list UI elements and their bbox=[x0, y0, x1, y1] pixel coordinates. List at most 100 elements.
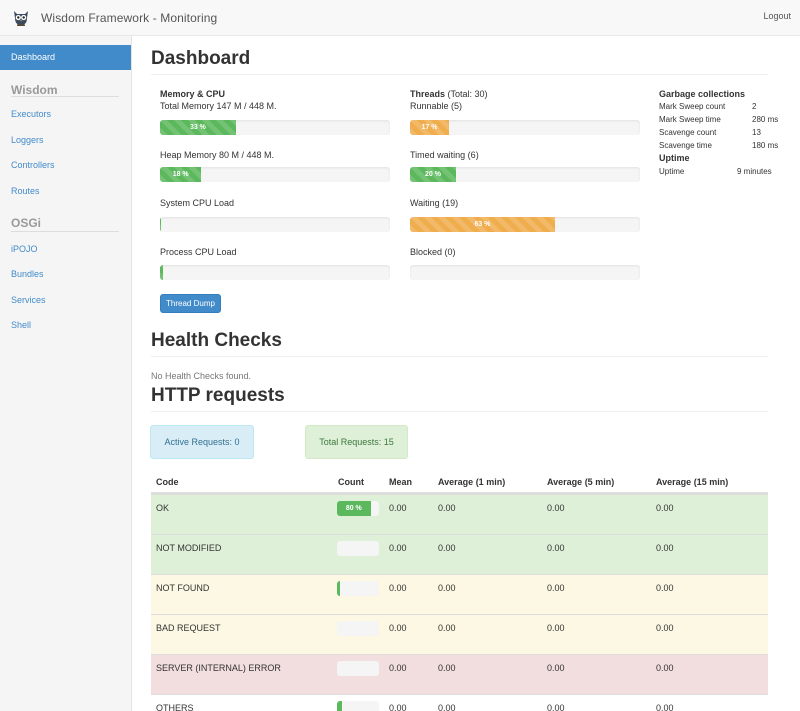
total-memory-bar: 33 % bbox=[160, 120, 236, 135]
row-avg5: 0.00 bbox=[547, 663, 565, 673]
col-avg-15min: Average (15 min) bbox=[656, 477, 729, 487]
total-memory-label: Total Memory 147 M / 448 M. bbox=[160, 101, 277, 111]
waiting-bar: 63 % bbox=[410, 217, 555, 232]
row-avg15: 0.00 bbox=[656, 543, 674, 553]
row-avg1: 0.00 bbox=[438, 663, 456, 673]
gc-value: 2 bbox=[752, 102, 757, 111]
row-avg5: 0.00 bbox=[547, 583, 565, 593]
row-count-progress bbox=[337, 581, 379, 596]
sidebar-item-services[interactable]: Services bbox=[11, 295, 46, 305]
threads-header: Threads (Total: 30) bbox=[410, 89, 488, 99]
heap-memory-bar: 18 % bbox=[160, 167, 202, 182]
process-cpu-label: Process CPU Load bbox=[160, 247, 237, 257]
health-checks-title: Health Checks bbox=[151, 330, 282, 351]
sidebar-item-executors[interactable]: Executors bbox=[11, 109, 52, 119]
col-count: Count bbox=[338, 477, 364, 487]
process-cpu-bar bbox=[160, 265, 164, 280]
row-avg15: 0.00 bbox=[656, 703, 674, 711]
sidebar-item-dashboard[interactable]: Dashboard bbox=[0, 45, 131, 70]
row-avg1: 0.00 bbox=[438, 503, 456, 513]
row-mean: 0.00 bbox=[389, 503, 407, 513]
runnable-bar: 17 % bbox=[410, 120, 450, 135]
sidebar-item-ipojo[interactable]: iPOJO bbox=[11, 244, 38, 254]
row-avg1: 0.00 bbox=[438, 703, 456, 711]
row-avg5: 0.00 bbox=[547, 703, 565, 711]
row-code: OK bbox=[156, 503, 170, 513]
threads-total: (Total: 30) bbox=[447, 89, 488, 99]
gc-key: Mark Sweep time bbox=[659, 115, 721, 124]
gc-key: Mark Sweep count bbox=[659, 102, 726, 111]
row-mean: 0.00 bbox=[389, 703, 407, 711]
sidebar-item-bundles[interactable]: Bundles bbox=[11, 269, 44, 279]
top-navbar: Wisdom Framework - Monitoring Logout bbox=[0, 0, 800, 36]
table-row: OTHERS 0.00 0.00 0.00 0.00 bbox=[151, 694, 768, 711]
sidebar-item-controllers[interactable]: Controllers bbox=[11, 160, 55, 170]
row-count-progress bbox=[337, 701, 379, 711]
table-row: BAD REQUEST 0.00 0.00 0.00 0.00 bbox=[151, 614, 768, 654]
waiting-label: Waiting (19) bbox=[410, 198, 459, 208]
row-avg5: 0.00 bbox=[547, 623, 565, 633]
gc-key: Scavenge count bbox=[659, 128, 717, 137]
row-code: NOT FOUND bbox=[156, 583, 210, 593]
sidebar-item-shell[interactable]: Shell bbox=[11, 320, 32, 330]
uptime-header: Uptime bbox=[659, 153, 690, 163]
row-count-bar bbox=[337, 701, 343, 711]
blocked-progress bbox=[410, 265, 640, 280]
health-divider bbox=[151, 356, 768, 357]
timed-waiting-bar: 20 % bbox=[410, 167, 456, 182]
health-empty-text: No Health Checks found. bbox=[151, 371, 252, 381]
sidebar-item-routes[interactable]: Routes bbox=[11, 186, 40, 196]
heap-memory-label: Heap Memory 80 M / 448 M. bbox=[160, 150, 275, 160]
sidebar-divider bbox=[11, 231, 119, 232]
total-requests-alert: Total Requests: 15 bbox=[305, 425, 408, 459]
table-row: NOT FOUND 0.00 0.00 0.00 0.00 bbox=[151, 574, 768, 614]
sidebar-section-wisdom: Wisdom bbox=[11, 83, 58, 97]
col-code: Code bbox=[156, 477, 179, 487]
owl-logo-icon bbox=[11, 9, 31, 27]
row-avg15: 0.00 bbox=[656, 583, 674, 593]
row-avg1: 0.00 bbox=[438, 583, 456, 593]
uptime-value: 9 minutes bbox=[737, 167, 772, 176]
gc-key: Scavenge time bbox=[659, 141, 712, 150]
brand[interactable]: Wisdom Framework - Monitoring bbox=[11, 9, 217, 27]
sidebar-section-osgi: OSGi bbox=[11, 216, 42, 230]
row-mean: 0.00 bbox=[389, 543, 407, 553]
logout-link[interactable]: Logout bbox=[763, 11, 791, 21]
system-cpu-progress bbox=[160, 217, 390, 232]
uptime-row: Uptime 9 minutes bbox=[659, 167, 799, 180]
row-avg1: 0.00 bbox=[438, 623, 456, 633]
row-avg1: 0.00 bbox=[438, 543, 456, 553]
memory-cpu-header: Memory & CPU bbox=[160, 89, 226, 99]
total-memory-progress: 33 % bbox=[160, 120, 390, 135]
sidebar-item-loggers[interactable]: Loggers bbox=[11, 135, 44, 145]
blocked-label: Blocked (0) bbox=[410, 247, 456, 257]
gc-header: Garbage collections bbox=[659, 89, 746, 99]
sidebar: Dashboard Wisdom Executors Loggers Contr… bbox=[0, 36, 132, 711]
http-table-header: Code Count Mean Average (1 min) Average … bbox=[151, 471, 768, 494]
waiting-progress: 63 % bbox=[410, 217, 640, 232]
row-avg15: 0.00 bbox=[656, 663, 674, 673]
gc-value: 13 bbox=[752, 128, 761, 137]
row-mean: 0.00 bbox=[389, 583, 407, 593]
row-mean: 0.00 bbox=[389, 663, 407, 673]
uptime-key: Uptime bbox=[659, 167, 685, 176]
row-mean: 0.00 bbox=[389, 623, 407, 633]
row-count-bar: 80 % bbox=[337, 501, 371, 516]
row-count-bar bbox=[337, 581, 340, 596]
row-avg5: 0.00 bbox=[547, 503, 565, 513]
row-code: BAD REQUEST bbox=[156, 623, 221, 633]
row-avg15: 0.00 bbox=[656, 623, 674, 633]
row-count-progress: 80 % bbox=[337, 501, 379, 516]
system-cpu-label: System CPU Load bbox=[160, 198, 235, 208]
active-requests-alert: Active Requests: 0 bbox=[150, 425, 254, 459]
row-code: OTHERS bbox=[156, 703, 194, 711]
title-divider bbox=[151, 74, 768, 75]
col-avg-1min: Average (1 min) bbox=[438, 477, 506, 487]
thread-dump-button[interactable]: Thread Dump bbox=[160, 294, 221, 313]
col-avg-5min: Average (5 min) bbox=[547, 477, 615, 487]
table-row: NOT MODIFIED 0.00 0.00 0.00 0.00 bbox=[151, 534, 768, 574]
row-code: SERVER (INTERNAL) ERROR bbox=[156, 663, 281, 673]
system-cpu-bar bbox=[160, 217, 162, 232]
row-avg15: 0.00 bbox=[656, 503, 674, 513]
table-row: SERVER (INTERNAL) ERROR 0.00 0.00 0.00 0… bbox=[151, 654, 768, 694]
